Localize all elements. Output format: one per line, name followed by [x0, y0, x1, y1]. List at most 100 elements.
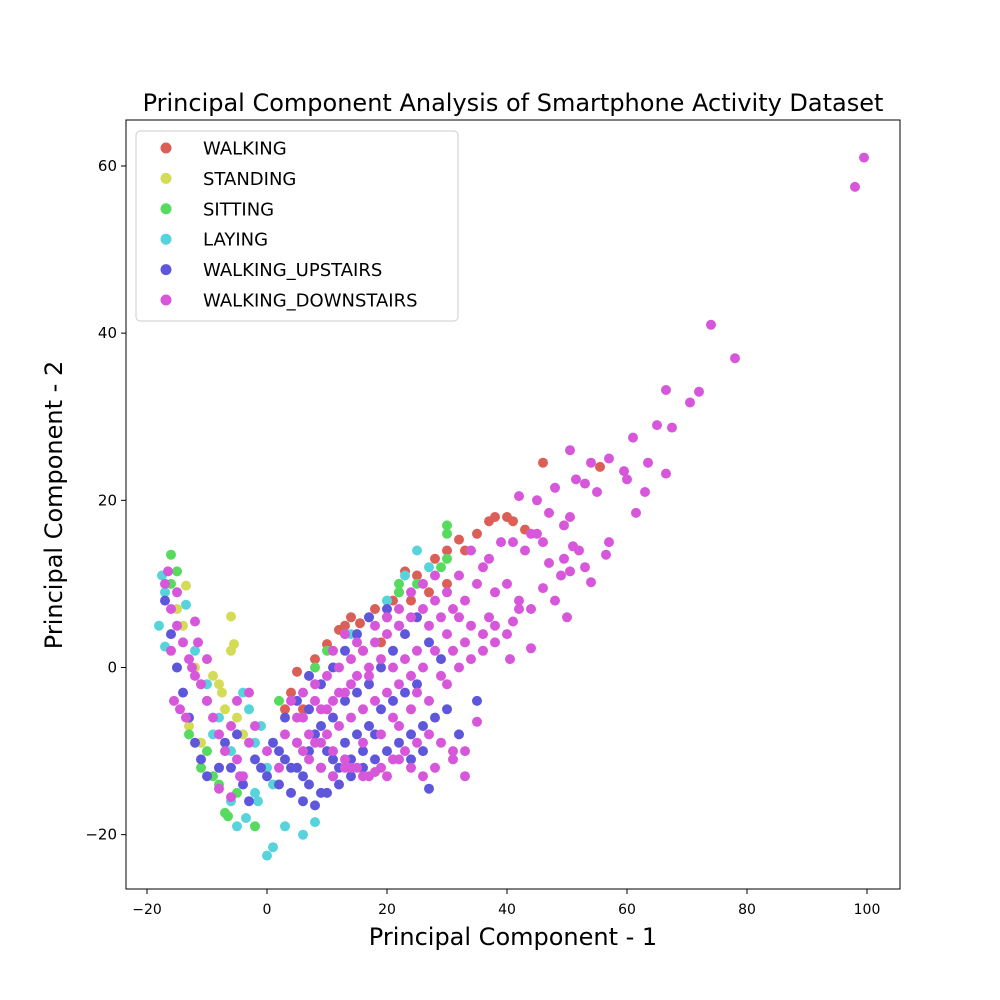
data-point-laying: [232, 821, 242, 832]
data-point-walking-upstairs: [352, 629, 362, 640]
data-point-walking: [355, 618, 365, 629]
data-point-walking-downstairs: [286, 695, 296, 706]
x-axis-label: Principal Component - 1: [369, 923, 657, 951]
data-point-walking-downstairs: [394, 620, 404, 631]
data-point-walking-downstairs: [304, 729, 314, 740]
data-point-sitting: [196, 762, 206, 773]
data-point-laying: [244, 704, 254, 715]
data-point-walking: [292, 666, 302, 677]
data-point-walking-downstairs: [376, 729, 386, 740]
data-point-walking-downstairs: [472, 578, 482, 589]
data-point-walking-upstairs: [316, 787, 326, 798]
data-point-standing: [220, 704, 230, 715]
x-tick-label: 60: [618, 902, 636, 918]
data-point-walking-upstairs: [376, 662, 386, 673]
data-point-walking-downstairs: [442, 629, 452, 640]
data-point-walking-downstairs: [322, 670, 332, 681]
data-point-walking-downstairs: [460, 637, 470, 648]
data-point-walking-downstairs: [706, 319, 716, 330]
data-point-walking-downstairs: [526, 643, 536, 654]
data-point-walking-downstairs: [454, 570, 464, 581]
data-point-walking: [508, 516, 518, 527]
data-point-walking-downstairs: [436, 670, 446, 681]
data-point-walking-downstairs: [358, 645, 368, 656]
data-point-walking-downstairs: [340, 754, 350, 765]
data-point-walking-upstairs: [166, 629, 176, 640]
data-point-walking-upstairs: [436, 654, 446, 665]
legend-label-walking: WALKING: [203, 139, 287, 160]
data-point-walking-downstairs: [382, 629, 392, 640]
data-point-walking-downstairs: [454, 612, 464, 623]
data-point-walking-downstairs: [592, 487, 602, 497]
x-axis-ticks: −20 0 20 40 60 80 100: [132, 889, 880, 918]
data-point-walking-downstairs: [550, 482, 560, 493]
data-point-walking-downstairs: [496, 537, 506, 548]
data-point-walking-upstairs: [340, 737, 350, 748]
data-point-walking-downstairs: [244, 687, 254, 698]
data-point-walking-downstairs: [430, 570, 440, 581]
data-point-walking-downstairs: [382, 687, 392, 698]
data-point-walking-downstairs: [364, 662, 374, 673]
legend-label-walking-upstairs: WALKING_UPSTAIRS: [203, 260, 382, 281]
data-point-walking-downstairs: [310, 695, 320, 706]
legend-label-walking-downstairs: WALKING_DOWNSTAIRS: [203, 291, 418, 312]
data-point-walking-downstairs: [214, 783, 224, 794]
data-point-walking-downstairs: [430, 762, 440, 773]
y-tick-label: 60: [98, 157, 117, 175]
data-point-walking-upstairs: [382, 746, 392, 757]
data-point-walking-upstairs: [424, 783, 434, 794]
data-point-walking-downstairs: [580, 478, 590, 489]
data-point-standing: [217, 687, 227, 698]
data-point-walking-downstairs: [601, 549, 611, 560]
data-point-walking-downstairs: [172, 620, 182, 631]
data-point-walking-downstairs: [220, 746, 230, 757]
data-point-walking-downstairs: [214, 729, 224, 740]
data-point-walking: [340, 620, 350, 631]
data-point-laying: [190, 645, 200, 656]
data-point-walking-downstairs: [454, 662, 464, 673]
data-point-walking-downstairs: [532, 528, 542, 539]
data-point-walking-downstairs: [310, 679, 320, 690]
y-tick-label: −20: [85, 826, 117, 844]
data-point-walking-downstairs: [190, 616, 200, 627]
data-point-sitting: [172, 566, 182, 577]
data-point-walking-downstairs: [310, 737, 320, 748]
data-point-walking-upstairs: [220, 737, 230, 748]
data-point-walking-downstairs: [526, 604, 536, 614]
data-point-walking-downstairs: [436, 612, 446, 623]
data-point-walking-downstairs: [232, 695, 242, 706]
data-point-walking-downstairs: [628, 432, 638, 443]
data-point-walking-downstairs: [304, 754, 314, 765]
data-point-walking-downstairs: [544, 558, 554, 568]
data-point-walking-downstairs: [292, 737, 302, 748]
data-point-walking-upstairs: [178, 687, 188, 698]
data-point-walking-upstairs: [388, 695, 398, 706]
data-point-walking-downstairs: [226, 792, 236, 803]
data-point-walking-downstairs: [418, 771, 428, 782]
data-point-walking: [442, 578, 452, 589]
data-point-walking-downstairs: [490, 637, 500, 648]
data-point-walking-downstairs: [334, 662, 344, 673]
data-point-walking-upstairs: [430, 712, 440, 723]
data-point-laying: [262, 850, 272, 861]
data-point-walking-upstairs: [412, 679, 422, 690]
data-point-walking-downstairs: [406, 704, 416, 715]
legend: WALKING STANDING SITTING LAYING WALKING_UPST…: [135, 130, 459, 322]
y-axis-ticks: −20 0 20 40 60: [85, 157, 126, 844]
data-point-laying: [382, 595, 392, 606]
data-point-walking-upstairs: [244, 796, 254, 807]
data-point-walking-downstairs: [316, 762, 326, 773]
data-point-walking-upstairs: [238, 779, 248, 790]
data-point-walking-upstairs: [196, 754, 206, 765]
data-point-walking-downstairs: [604, 453, 614, 464]
data-point-walking-downstairs: [472, 716, 482, 727]
data-point-sitting: [250, 821, 260, 832]
data-point-walking-upstairs: [274, 779, 284, 790]
legend-marker-laying: [160, 233, 172, 245]
data-point-sitting: [442, 553, 452, 564]
data-point-walking-downstairs: [430, 645, 440, 656]
data-point-walking-downstairs: [190, 670, 200, 681]
data-point-walking-upstairs: [418, 721, 428, 731]
data-point-walking-downstairs: [244, 737, 254, 748]
data-point-walking-downstairs: [442, 587, 452, 598]
